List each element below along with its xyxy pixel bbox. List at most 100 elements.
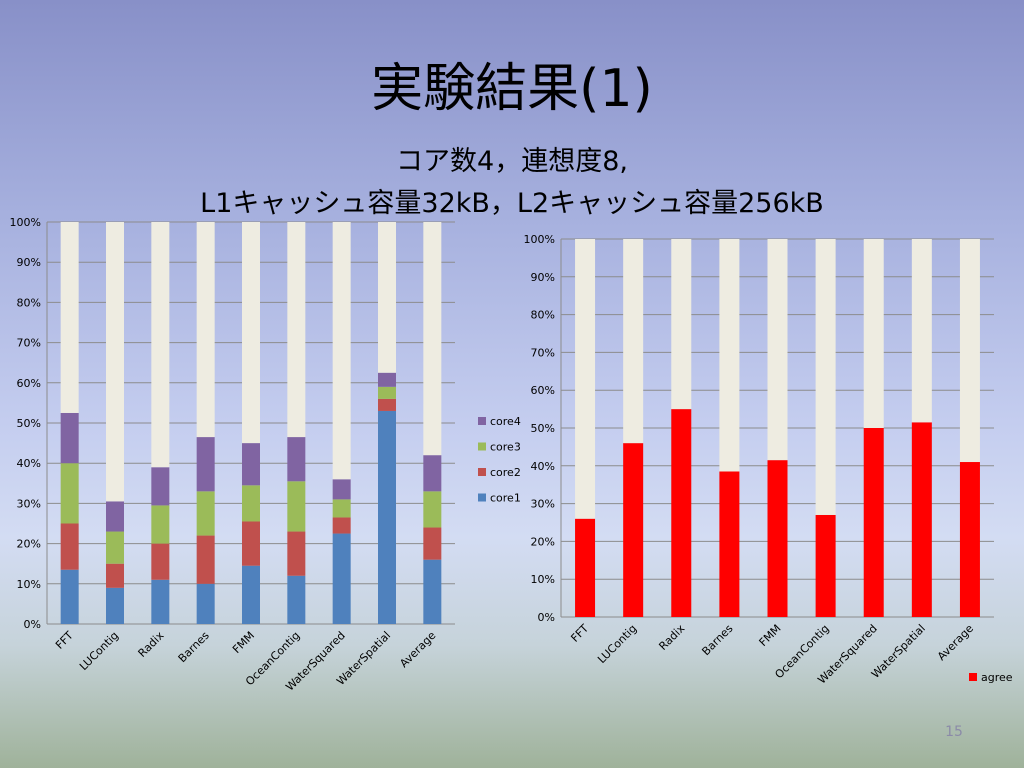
- legend-label-core1: core1: [490, 492, 521, 505]
- legend-swatch-core4: [478, 417, 486, 425]
- bar-core4-lucontig: [106, 501, 124, 532]
- y-tick-label: 90%: [531, 271, 555, 284]
- bar-remainder-radix: [151, 222, 170, 468]
- bar-remainder-fft: [575, 239, 596, 519]
- legend-swatch-core3: [478, 442, 486, 451]
- bar-core3-radix: [151, 505, 170, 544]
- bar-core3-waterspatial: [378, 386, 396, 399]
- bar-agree-lucontig: [623, 443, 644, 617]
- bar-remainder-lucontig: [623, 239, 644, 444]
- legend-label-agree: agree: [981, 671, 1013, 684]
- bar-remainder-barnes: [719, 239, 740, 472]
- y-tick-label: 30%: [17, 497, 41, 510]
- slide-subtitle-line1: コア数4，連想度8,: [396, 146, 628, 177]
- legend-swatch-core1: [478, 493, 486, 502]
- x-tick-label: FFT: [568, 622, 591, 645]
- bar-remainder-lucontig: [106, 222, 124, 502]
- y-tick-label: 90%: [17, 256, 41, 269]
- bar-core4-watersquared: [332, 479, 351, 500]
- legend-label-core3: core3: [490, 441, 521, 454]
- y-tick-label: 60%: [17, 377, 41, 390]
- y-tick-label: 60%: [531, 384, 555, 397]
- bar-core3-average: [423, 491, 442, 528]
- x-tick-label: FMM: [757, 622, 784, 649]
- y-tick-label: 80%: [17, 296, 41, 309]
- x-tick-label: Radix: [656, 622, 687, 653]
- bar-core4-barnes: [196, 437, 215, 492]
- page-number: 15: [945, 724, 963, 740]
- y-tick-label: 10%: [531, 573, 555, 586]
- legend-swatch-agree: [969, 673, 977, 681]
- bar-core4-fmm: [242, 443, 260, 486]
- bar-core1-radix: [151, 579, 170, 624]
- x-tick-label: Average: [935, 622, 976, 663]
- y-tick-label: 0%: [24, 618, 41, 631]
- bar-core3-lucontig: [106, 531, 124, 564]
- bar-agree-barnes: [719, 471, 740, 617]
- bar-remainder-barnes: [196, 222, 215, 438]
- bar-core2-fft: [60, 523, 79, 570]
- legend-label-core2: core2: [490, 466, 521, 479]
- bar-core2-waterspatial: [378, 398, 396, 411]
- y-tick-label: 20%: [531, 535, 555, 548]
- bar-core4-fft: [60, 412, 79, 464]
- bar-core3-fmm: [242, 485, 260, 522]
- y-tick-label: 70%: [17, 337, 41, 350]
- bar-remainder-oceancontig: [287, 222, 306, 438]
- bar-agree-fmm: [767, 460, 788, 617]
- bar-remainder-fmm: [767, 239, 788, 461]
- bar-remainder-average: [423, 222, 442, 456]
- x-tick-label: Barnes: [699, 622, 735, 658]
- bar-core2-radix: [151, 543, 170, 580]
- bar-remainder-waterspatial: [378, 222, 396, 373]
- bar-core2-watersquared: [332, 517, 351, 534]
- y-tick-label: 80%: [531, 309, 555, 322]
- bar-remainder-waterspatial: [911, 239, 932, 423]
- bar-core3-fft: [60, 463, 79, 524]
- bar-agree-fft: [575, 518, 596, 617]
- y-tick-label: 50%: [17, 417, 41, 430]
- bar-core2-average: [423, 527, 442, 560]
- bar-core3-watersquared: [332, 499, 351, 518]
- bar-core1-average: [423, 559, 442, 624]
- bar-agree-oceancontig: [815, 514, 836, 617]
- bar-core2-lucontig: [106, 563, 124, 588]
- bar-core1-waterspatial: [378, 410, 396, 624]
- bar-core3-barnes: [196, 491, 215, 536]
- y-tick-label: 20%: [17, 538, 41, 551]
- bar-remainder-average: [959, 239, 980, 463]
- y-tick-label: 40%: [531, 460, 555, 473]
- bar-core1-watersquared: [332, 533, 351, 624]
- bar-core2-fmm: [242, 521, 260, 566]
- bar-core2-oceancontig: [287, 531, 306, 576]
- y-tick-label: 40%: [17, 457, 41, 470]
- y-tick-label: 0%: [538, 611, 555, 624]
- x-tick-label: LUContig: [595, 622, 639, 666]
- y-tick-label: 50%: [531, 422, 555, 435]
- bar-agree-watersquared: [863, 428, 884, 617]
- bar-remainder-oceancontig: [815, 239, 836, 515]
- bar-core4-radix: [151, 467, 170, 506]
- bar-remainder-watersquared: [863, 239, 884, 428]
- bar-core2-barnes: [196, 535, 215, 584]
- bar-core1-lucontig: [106, 587, 124, 624]
- bar-core4-waterspatial: [378, 372, 396, 387]
- bar-core1-oceancontig: [287, 575, 306, 624]
- bar-agree-average: [959, 462, 980, 617]
- bar-core1-fmm: [242, 565, 260, 624]
- y-tick-label: 10%: [17, 578, 41, 591]
- y-tick-label: 100%: [10, 216, 41, 229]
- slide-title: 実験結果(1): [371, 59, 653, 119]
- y-tick-label: 30%: [531, 498, 555, 511]
- bar-agree-radix: [671, 409, 692, 617]
- bar-core4-oceancontig: [287, 437, 306, 482]
- bar-agree-waterspatial: [911, 422, 932, 617]
- bar-remainder-radix: [671, 239, 692, 410]
- bar-remainder-watersquared: [332, 222, 351, 480]
- y-tick-label: 70%: [531, 346, 555, 359]
- bar-remainder-fft: [60, 222, 79, 413]
- y-tick-label: 100%: [524, 233, 555, 246]
- bar-core4-average: [423, 455, 442, 492]
